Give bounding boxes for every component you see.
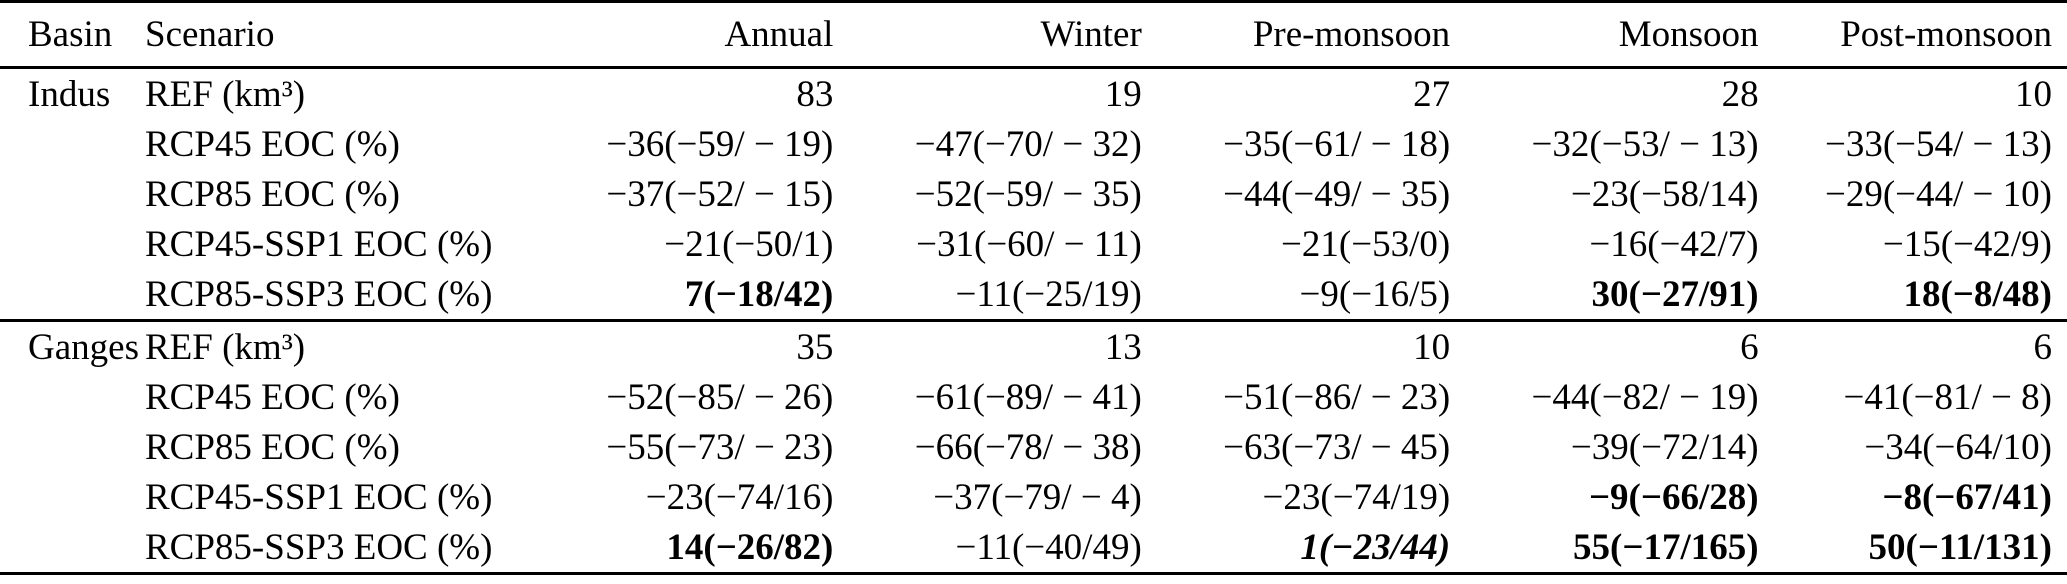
value-cell: −39(−72/14) [1570, 426, 1759, 468]
value-cell: 27 [1413, 73, 1451, 115]
value-cell: −11(−25/19) [955, 273, 1142, 315]
value-cell: −52(−59/ − 35) [914, 173, 1142, 215]
value-cell: −29(−44/ − 10) [1824, 173, 2052, 215]
value-cell: 19 [1104, 73, 1142, 115]
table-row: Ganges REF (km³) 35 13 10 6 6 [0, 319, 2067, 372]
value-cell: −15(−42/9) [1882, 223, 2052, 265]
scenario-cell: REF (km³) [145, 73, 306, 115]
value-cell: 14(−26/82) [666, 526, 834, 568]
value-cell: −36(−59/ − 19) [606, 123, 834, 165]
value-cell: −21(−50/1) [664, 223, 834, 265]
table-row: RCP85 EOC (%) −37(−52/ − 15) −52(−59/ − … [0, 169, 2067, 219]
scenario-cell: RCP45-SSP1 EOC (%) [145, 223, 493, 265]
scenario-cell: RCP85-SSP3 EOC (%) [145, 526, 493, 568]
scenario-cell: RCP85 EOC (%) [145, 173, 400, 215]
value-cell: 13 [833, 319, 1142, 372]
value-cell: 1(−23/44) [1300, 526, 1451, 568]
value-cell: −23(−74/19) [1262, 476, 1451, 518]
value-cell: −66(−78/ − 38) [914, 426, 1142, 468]
table-row: RCP45 EOC (%) −52(−85/ − 26) −61(−89/ − … [0, 372, 2067, 422]
basin-cell-empty [0, 219, 145, 269]
column-header-pre-monsoon: Pre-monsoon [1141, 1, 1451, 69]
value-cell: −47(−70/ − 32) [914, 123, 1142, 165]
table-row: RCP85-SSP3 EOC (%) 14(−26/82) −11(−40/49… [0, 522, 2067, 574]
basin-cell-empty [0, 372, 145, 422]
value-cell: −9(−16/5) [1299, 273, 1451, 315]
table-row: RCP45-SSP1 EOC (%) −21(−50/1) −31(−60/ −… [0, 219, 2067, 269]
value-cell: −35(−61/ − 18) [1223, 123, 1451, 165]
table-header-row: Basin Scenario Annual Winter Pre-monsoon… [0, 1, 2067, 69]
table-row: RCP45-SSP1 EOC (%) −23(−74/16) −37(−79/ … [0, 472, 2067, 522]
column-header-basin: Basin [0, 1, 145, 69]
value-cell: −8(−67/41) [1882, 476, 2052, 518]
value-cell: −63(−73/ − 45) [1223, 426, 1451, 468]
value-cell: 35 [525, 319, 834, 372]
basin-cell-empty [0, 119, 145, 169]
value-cell: −31(−60/ − 11) [916, 223, 1142, 265]
value-cell: −44(−49/ − 35) [1223, 173, 1451, 215]
value-cell: 7(−18/42) [684, 273, 834, 315]
column-header-annual: Annual [525, 1, 834, 69]
basin-cell-empty [0, 522, 145, 574]
value-cell: 83 [796, 73, 834, 115]
value-cell: −52(−85/ − 26) [606, 376, 834, 418]
basin-cell: Ganges [0, 319, 145, 372]
value-cell: −37(−79/ − 4) [933, 476, 1142, 518]
value-cell: 6 [1450, 319, 1759, 372]
column-header-scenario: Scenario [145, 1, 525, 69]
value-cell: 10 [1141, 319, 1451, 372]
basin-cell: Indus [28, 73, 111, 115]
value-cell: −41(−81/ − 8) [1843, 376, 2052, 418]
value-cell: −55(−73/ − 23) [606, 426, 834, 468]
value-cell: −23(−74/16) [645, 476, 834, 518]
value-cell: −51(−86/ − 23) [1223, 376, 1451, 418]
value-cell: −11(−40/49) [955, 526, 1142, 568]
value-cell: −37(−52/ − 15) [606, 173, 834, 215]
value-cell: 55(−17/165) [1573, 526, 1759, 568]
ganges-section: Ganges REF (km³) 35 13 10 6 6 RCP45 EOC … [0, 319, 2067, 574]
scenario-cell: RCP45-SSP1 EOC (%) [145, 476, 493, 518]
table-row: RCP45 EOC (%) −36(−59/ − 19) −47(−70/ − … [0, 119, 2067, 169]
indus-section: Indus REF (km³) 83 19 27 28 10 RCP45 EOC… [0, 68, 2067, 321]
value-cell: 18(−8/48) [1903, 273, 2052, 315]
value-cell: −9(−66/28) [1588, 476, 1759, 518]
value-cell: 50(−11/131) [1868, 526, 2052, 568]
value-cell: 6 [1758, 319, 2067, 372]
value-cell: −21(−53/0) [1281, 223, 1451, 265]
value-cell: 30(−27/91) [1591, 273, 1759, 315]
column-header-monsoon: Monsoon [1450, 1, 1759, 69]
value-cell: −33(−54/ − 13) [1824, 123, 2052, 165]
basin-cell-empty [0, 169, 145, 219]
column-header-post-monsoon: Post-monsoon [1758, 1, 2067, 69]
scenario-cell: RCP45 EOC (%) [145, 376, 400, 418]
table-row: Indus REF (km³) 83 19 27 28 10 [0, 68, 2067, 120]
value-cell: −44(−82/ − 19) [1531, 376, 1759, 418]
scenario-cell: RCP45 EOC (%) [145, 123, 400, 165]
column-header-winter: Winter [833, 1, 1142, 69]
scenario-cell: RCP85 EOC (%) [145, 426, 400, 468]
table-row: RCP85 EOC (%) −55(−73/ − 23) −66(−78/ − … [0, 422, 2067, 472]
basin-cell-empty [0, 269, 145, 321]
value-cell: 10 [2015, 73, 2052, 115]
basin-cell-empty [0, 472, 145, 522]
value-cell: −16(−42/7) [1589, 223, 1759, 265]
table-row: RCP85-SSP3 EOC (%) 7(−18/42) −11(−25/19)… [0, 269, 2067, 321]
scenario-cell: RCP85-SSP3 EOC (%) [145, 273, 493, 315]
value-cell: −61(−89/ − 41) [914, 376, 1142, 418]
value-cell: −34(−64/10) [1864, 426, 2052, 468]
value-cell: −32(−53/ − 13) [1531, 123, 1759, 165]
value-cell: 28 [1721, 73, 1759, 115]
scenario-cell: REF (km³) [145, 319, 525, 372]
basin-cell-empty [0, 422, 145, 472]
value-cell: −23(−58/14) [1570, 173, 1759, 215]
